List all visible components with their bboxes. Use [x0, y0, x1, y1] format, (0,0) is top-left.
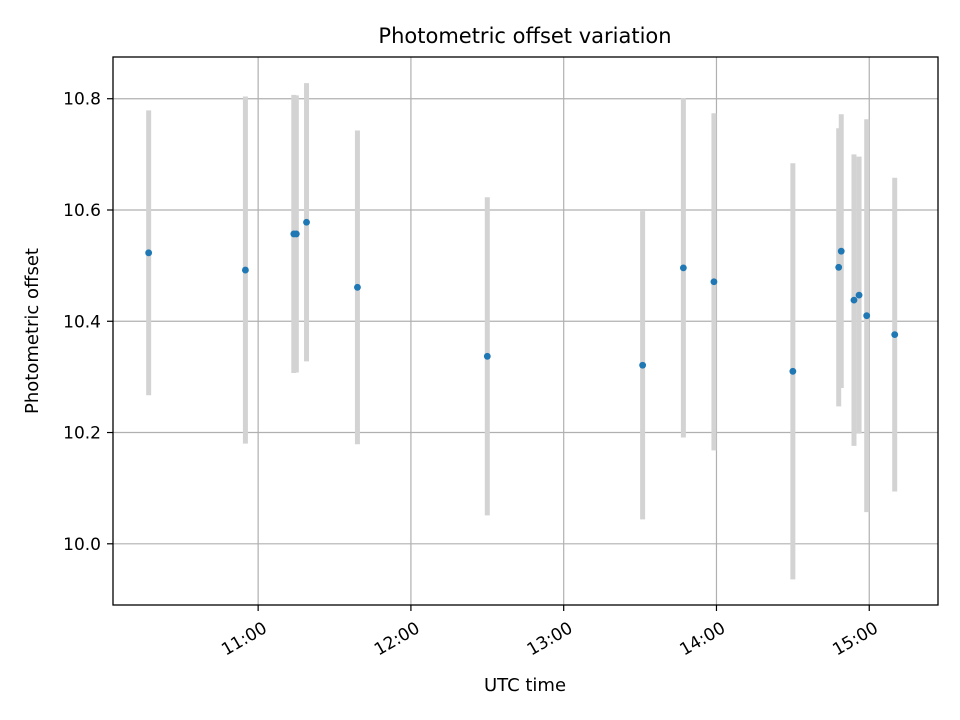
- y-tick-label: 10.4: [63, 312, 101, 332]
- error-bars: [146, 83, 898, 580]
- data-point: [145, 249, 153, 257]
- y-tick-label: 10.6: [63, 201, 101, 221]
- y-axis-label: Photometric offset: [22, 248, 43, 414]
- y-tick-label: 10.8: [63, 90, 101, 110]
- data-point: [835, 263, 843, 271]
- plot-frame: [112, 56, 939, 606]
- data-point: [850, 296, 858, 304]
- data-point: [710, 278, 718, 286]
- y-tick-label: 10.0: [63, 535, 101, 555]
- chart-title: Photometric offset variation: [378, 24, 671, 48]
- data-point: [837, 247, 845, 255]
- data-point: [354, 283, 361, 291]
- data-point: [242, 266, 249, 274]
- data-points: [145, 218, 899, 375]
- data-point: [483, 352, 491, 360]
- y-axis-ticks: 10.0 10.2 10.4 10.6 10.8: [63, 90, 113, 555]
- x-tick-label: 11:00: [218, 618, 270, 660]
- data-point: [679, 264, 687, 272]
- data-point: [863, 312, 871, 320]
- data-point: [789, 367, 797, 375]
- x-tick-label: 13:00: [524, 618, 576, 660]
- x-tick-label: 15:00: [829, 618, 881, 660]
- y-tick-label: 10.2: [63, 424, 101, 444]
- grid: [113, 57, 938, 605]
- data-point: [292, 230, 300, 238]
- data-point: [855, 291, 863, 299]
- data-point: [303, 218, 310, 226]
- x-tick-label: 12:00: [371, 618, 423, 660]
- data-point: [639, 361, 647, 369]
- x-axis-ticks: 11:00 12:00 13:00 14:00 15:00: [218, 605, 882, 660]
- data-point: [891, 331, 899, 339]
- x-axis-label: UTC time: [484, 675, 566, 696]
- x-tick-label: 14:00: [677, 618, 729, 660]
